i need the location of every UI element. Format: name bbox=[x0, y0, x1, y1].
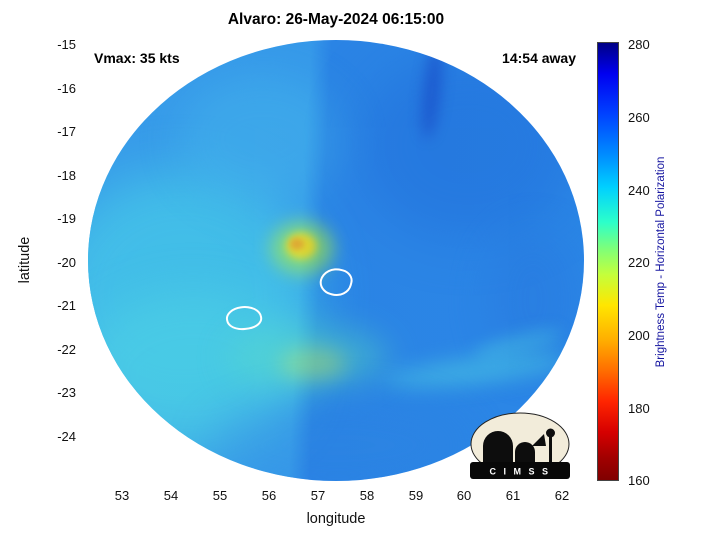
y-tick: -19 bbox=[57, 211, 76, 226]
colorbar-label: Brightness Temp - Horizontal Polarizatio… bbox=[655, 156, 667, 368]
logo-banner bbox=[470, 462, 570, 479]
satellite-swath-image bbox=[88, 40, 584, 481]
x-axis-label: longitude bbox=[306, 511, 366, 527]
y-axis-label: latitude bbox=[17, 236, 33, 284]
tower-icon bbox=[549, 436, 552, 462]
y-tick: -23 bbox=[57, 385, 76, 400]
top-right-dark-region bbox=[358, 50, 578, 240]
y-tick: -17 bbox=[57, 124, 76, 139]
cimss-logo: C I M S S bbox=[470, 412, 570, 482]
warm-spot-orange-tip bbox=[290, 238, 304, 250]
x-tick: 55 bbox=[212, 488, 228, 503]
plot-title: Alvaro: 26-May-2024 06:15:00 bbox=[227, 11, 445, 28]
x-tick: 54 bbox=[163, 488, 179, 503]
y-tick: -18 bbox=[57, 168, 76, 183]
satellite-dish-icon bbox=[532, 434, 546, 446]
x-tick: 56 bbox=[261, 488, 277, 503]
x-tick: 62 bbox=[554, 488, 570, 503]
y-tick: -15 bbox=[57, 37, 76, 52]
bottom-blue-region bbox=[208, 400, 468, 481]
x-tick: 58 bbox=[359, 488, 375, 503]
vmax-label: Vmax: 35 kts bbox=[94, 50, 180, 66]
colorbar-tick: 240 bbox=[628, 183, 650, 198]
colorbar-tick: 220 bbox=[628, 255, 650, 270]
y-tick: -22 bbox=[57, 342, 76, 357]
x-tick: 53 bbox=[114, 488, 130, 503]
south-yellowgreen-patch bbox=[280, 348, 346, 380]
y-tick: -20 bbox=[57, 255, 76, 270]
y-tick: -16 bbox=[57, 81, 76, 96]
colorbar-tick: 160 bbox=[628, 473, 650, 488]
cimss-logo-text: C I M S S bbox=[489, 467, 550, 477]
colorbar-tick: 200 bbox=[628, 328, 650, 343]
x-tick: 59 bbox=[408, 488, 424, 503]
colorbar-gradient bbox=[597, 42, 619, 481]
upper-left-light-region bbox=[178, 75, 348, 205]
x-tick: 60 bbox=[456, 488, 472, 503]
y-tick: -21 bbox=[57, 298, 76, 313]
y-tick: -24 bbox=[57, 429, 76, 444]
swath-seam-overlay bbox=[88, 40, 584, 481]
right-mid-dark-region bbox=[488, 230, 578, 370]
colorbar-tick: 180 bbox=[628, 401, 650, 416]
colorbar-tick: 280 bbox=[628, 37, 650, 52]
x-tick: 57 bbox=[310, 488, 326, 503]
x-tick: 61 bbox=[505, 488, 521, 503]
colorbar-tick: 260 bbox=[628, 110, 650, 125]
